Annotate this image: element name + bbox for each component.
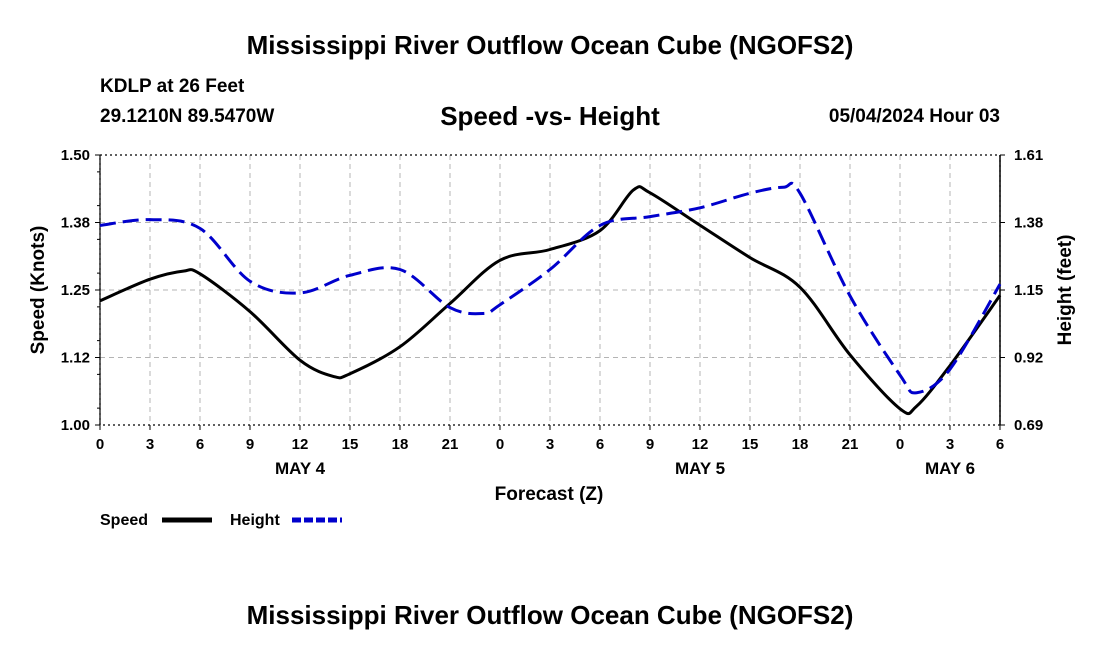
y-tick-label: 1.00 [61, 417, 90, 434]
x-tick-label: 18 [392, 436, 409, 453]
day-label: MAY 5 [675, 459, 725, 478]
legend-speed-label: Speed [100, 512, 148, 529]
x-tick-label: 0 [96, 436, 104, 453]
y2-tick-label: 0.92 [1014, 350, 1043, 367]
chart-main-title: Mississippi River Outflow Ocean Cube (NG… [246, 30, 854, 60]
legend: Speed Height [100, 512, 342, 529]
forecast-datetime: 05/04/2024 Hour 03 [828, 106, 1000, 127]
y2-tick-label: 1.15 [1014, 282, 1043, 299]
x-tick-label: 3 [946, 436, 954, 453]
station-label: KDLP at 26 Feet [100, 76, 245, 97]
series-layer [99, 181, 1002, 416]
x-tick-label: 6 [196, 436, 204, 453]
day-label: MAY 6 [925, 459, 975, 478]
legend-height-label: Height [230, 512, 280, 529]
x-tick-label: 21 [442, 436, 459, 453]
y2-axis-label: Height (feet) [1055, 235, 1076, 346]
y-tick-label: 1.38 [61, 215, 90, 232]
chart-subtitle: Speed -vs- Height [440, 101, 660, 131]
x-tick-label: 15 [342, 436, 359, 453]
y-tick-label: 1.50 [61, 147, 90, 164]
station-coordinates: 29.1210N 89.5470W [100, 106, 275, 127]
speed-series-line [99, 185, 1002, 416]
axis-ticks: 0 3 6 9 12 15 18 21 0 3 6 9 12 15 18 21 0 3 6 1.00 0.69 1.12 0… [61, 147, 1043, 478]
x-tick-label: 15 [742, 436, 759, 453]
x-tick-label: 9 [646, 436, 654, 453]
y2-tick-label: 0.69 [1014, 417, 1043, 434]
grid-lines [100, 155, 1000, 425]
x-tick-label: 6 [996, 436, 1004, 453]
x-tick-label: 21 [842, 436, 859, 453]
y2-tick-label: 1.38 [1014, 215, 1043, 232]
y-tick-label: 1.25 [61, 282, 90, 299]
x-tick-label: 0 [896, 436, 904, 453]
y2-tick-label: 1.61 [1014, 147, 1043, 164]
x-tick-label: 18 [792, 436, 809, 453]
chart-footer-title: Mississippi River Outflow Ocean Cube (NG… [246, 600, 854, 630]
day-label: MAY 4 [275, 459, 326, 478]
y-tick-label: 1.12 [61, 350, 90, 367]
x-tick-label: 3 [546, 436, 554, 453]
x-axis-label: Forecast (Z) [495, 484, 604, 505]
x-tick-label: 12 [692, 436, 709, 453]
x-tick-label: 0 [496, 436, 504, 453]
y-axis-label: Speed (Knots) [28, 226, 49, 355]
x-tick-label: 12 [292, 436, 309, 453]
x-tick-label: 3 [146, 436, 154, 453]
x-tick-label: 9 [246, 436, 254, 453]
height-series-line [99, 181, 1002, 395]
x-tick-label: 6 [596, 436, 604, 453]
